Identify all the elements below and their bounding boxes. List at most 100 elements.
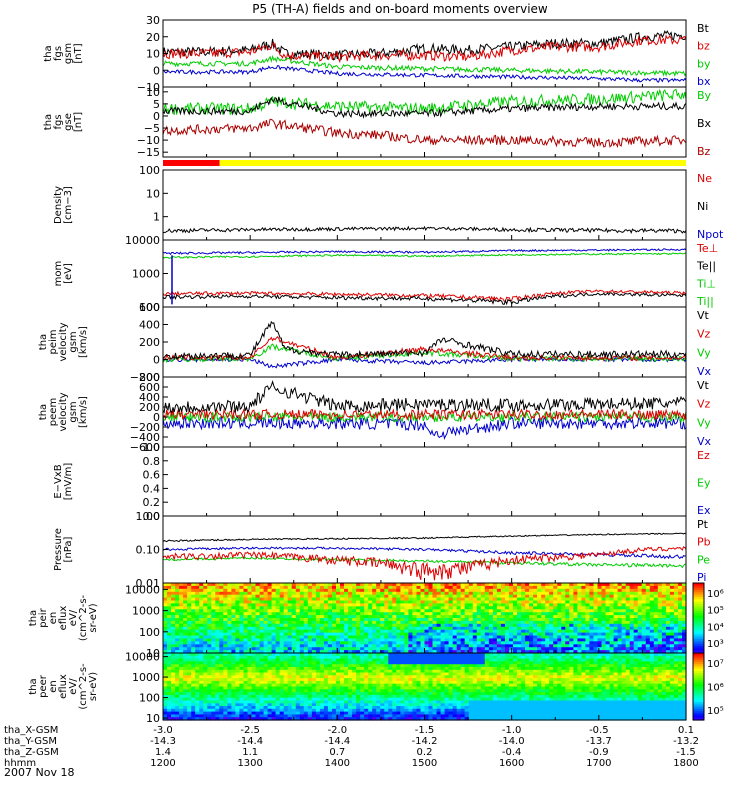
- spectrogram-cell: [456, 615, 462, 619]
- spectrogram-cell: [171, 618, 176, 622]
- spectrogram-cell: [323, 650, 329, 654]
- spectrogram-cell: [247, 708, 253, 713]
- spectrogram-cell: [645, 623, 651, 628]
- spectrogram-cell: [327, 694, 333, 699]
- spectrogram-cell: [412, 706, 417, 710]
- spectrogram-cell: [468, 600, 474, 604]
- spectrogram-cell: [195, 609, 200, 613]
- spectrogram-cell: [392, 697, 397, 702]
- spectrogram-cell: [319, 623, 325, 628]
- spectrogram-cell: [360, 620, 365, 625]
- spectrogram-cell: [295, 647, 301, 651]
- spectrogram-cell: [179, 644, 184, 648]
- spectrogram-cell: [492, 591, 498, 596]
- spectrogram-cell: [476, 620, 482, 625]
- spectrogram-cell: [247, 591, 253, 596]
- spectrogram-cell: [456, 597, 462, 602]
- spectrogram-cell: [549, 606, 554, 610]
- spectrogram-cell: [480, 591, 486, 596]
- spectrogram-cell: [231, 655, 236, 660]
- spectrogram-cell: [669, 583, 675, 587]
- spectrogram-cell: [420, 638, 426, 642]
- y-axis-label: [nT]: [73, 43, 84, 63]
- spectrogram-cell: [396, 647, 401, 651]
- spectrogram-cell: [581, 594, 586, 599]
- spectrogram-cell: [279, 714, 285, 718]
- spectrogram-cell: [336, 700, 341, 704]
- spectrogram-cell: [332, 672, 337, 676]
- spectrogram-cell: [171, 658, 176, 662]
- spectrogram-cell: [327, 655, 333, 660]
- spectrogram-cell: [352, 661, 357, 665]
- spectrogram-cell: [456, 588, 462, 593]
- spectrogram-cell: [307, 632, 313, 637]
- spectrogram-cell: [452, 629, 458, 634]
- spectrogram-cell: [340, 680, 345, 685]
- spectrogram-cell: [187, 655, 192, 660]
- spectrogram-cell: [336, 585, 341, 590]
- spectrogram-cell: [279, 647, 285, 651]
- spectrogram-cell: [299, 629, 305, 634]
- spectrogram-cell: [239, 618, 244, 622]
- spectrogram-cell: [484, 629, 490, 634]
- spectrogram-cell: [167, 672, 172, 676]
- spectrogram-cell: [380, 664, 385, 668]
- spectrogram-cell: [203, 686, 208, 690]
- spectrogram-cell: [327, 635, 333, 639]
- spectrogram-cell: [311, 694, 317, 699]
- spectrogram-cell: [259, 644, 265, 648]
- spectrogram-cell: [239, 650, 244, 654]
- spectrogram-cell: [163, 620, 168, 625]
- spectrogram-cell: [448, 618, 454, 622]
- spectrogram-cell: [368, 632, 373, 637]
- spectrogram-cell: [303, 706, 309, 710]
- spectrogram-cell: [179, 623, 184, 628]
- spectrogram-cell: [408, 708, 413, 713]
- spectrogram-cell: [319, 600, 325, 604]
- spectrogram-cell: [682, 603, 687, 607]
- spectrogram-cell: [227, 618, 232, 622]
- spectrogram-cell: [175, 664, 180, 668]
- spectrogram-cell: [299, 597, 305, 602]
- spectrogram-cell: [283, 603, 289, 607]
- spectrogram-cell: [412, 658, 417, 662]
- y-tick-label: −400: [130, 431, 160, 444]
- spectrogram-cell: [235, 650, 240, 654]
- spectrogram-cell: [223, 655, 228, 660]
- spectrogram-cell: [388, 585, 393, 590]
- spectrogram-cell: [388, 697, 393, 702]
- spectrogram-cell: [533, 644, 538, 648]
- spectrogram-cell: [199, 664, 204, 668]
- spectrogram-cell: [191, 594, 196, 599]
- spectrogram-cell: [472, 638, 478, 642]
- spectrogram-cell: [452, 606, 458, 610]
- spectrogram-cell: [311, 638, 317, 642]
- spectrogram-cell: [505, 638, 510, 642]
- spectrogram-cell: [287, 655, 293, 660]
- spectrogram-cell: [404, 635, 409, 639]
- spectrogram-cell: [641, 588, 647, 593]
- spectrogram-cell: [424, 632, 430, 637]
- spectrogram-cell: [336, 612, 341, 616]
- spectrogram-cell: [488, 638, 494, 642]
- spectrogram-cell: [175, 655, 180, 660]
- spectrogram-cell: [199, 641, 204, 645]
- spectrogram-cell: [440, 638, 446, 642]
- spectrogram-cell: [376, 703, 381, 707]
- spectrogram-cell: [295, 629, 301, 634]
- spectrogram-cell: [336, 641, 341, 645]
- spectrogram-cell: [472, 600, 478, 604]
- spectrogram-cell: [311, 664, 317, 668]
- spectrogram-cell: [669, 620, 675, 625]
- spectrogram-cell: [215, 635, 220, 639]
- spectrogram-cell: [183, 629, 188, 634]
- spectrogram-cell: [319, 672, 325, 676]
- spectrogram-cell: [561, 583, 566, 587]
- spectrogram-cell: [340, 600, 345, 604]
- spectrogram-cell: [352, 717, 357, 721]
- spectrogram-cell: [428, 591, 434, 596]
- spectrogram-cell: [291, 629, 297, 634]
- spectrogram-cell: [295, 603, 301, 607]
- spectrogram-cell: [388, 594, 393, 599]
- spectrogram-cell: [340, 675, 345, 679]
